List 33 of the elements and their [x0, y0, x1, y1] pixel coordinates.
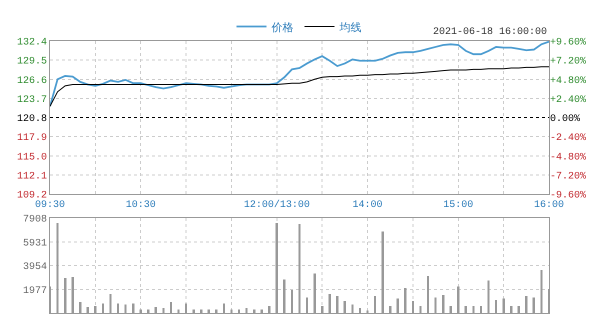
x-tick-label: 12:00/13:00	[244, 199, 310, 211]
y-tick-label: 5931	[22, 238, 47, 250]
y-tick-label: 117.9	[16, 133, 47, 144]
legend-label: 均线	[338, 20, 362, 35]
y2-tick-label: +9.60%	[550, 38, 586, 48]
y-tick-label: 109.2	[16, 190, 47, 202]
x-tick-label: 10:30	[126, 200, 156, 211]
y-tick-label: 120.8	[16, 114, 47, 125]
x-tick-label: 09:30	[34, 200, 66, 211]
line-series	[50, 41, 549, 108]
y-tick-label: 126.6	[16, 76, 47, 87]
y-tick-label: 132.4	[16, 38, 47, 48]
y2-tick-label: -4.80%	[550, 152, 586, 164]
y2-tick-label: -9.60%	[550, 190, 586, 202]
y-tick-label: 123.7	[16, 94, 47, 106]
chart-subtitle: 2021-06-18 16:00:00	[433, 27, 548, 38]
legend-label: 价格	[270, 22, 294, 35]
y2-tick-label: 0.00%	[550, 114, 580, 125]
y-tick-label: 1977	[22, 286, 47, 297]
x-tick-label: 15:00	[443, 200, 474, 211]
x-tick-label: 14:00	[352, 200, 383, 211]
y2-tick-label: +4.80%	[550, 76, 586, 87]
y2-tick-label: +7.20%	[550, 56, 586, 68]
y2-tick-label: -7.20%	[550, 171, 586, 182]
x-tick-label: 16:00	[534, 200, 564, 211]
y-tick-label: 115.0	[16, 152, 47, 164]
y-tick-label: 129.5	[16, 56, 47, 68]
y-tick-label: 7908	[22, 214, 47, 226]
line-series	[50, 66, 549, 107]
y2-tick-label: -2.40%	[550, 133, 586, 144]
y-tick-label: 112.1	[16, 171, 47, 182]
y2-tick-label: +2.40%	[550, 94, 586, 106]
y-tick-label: 3954	[22, 262, 47, 273]
